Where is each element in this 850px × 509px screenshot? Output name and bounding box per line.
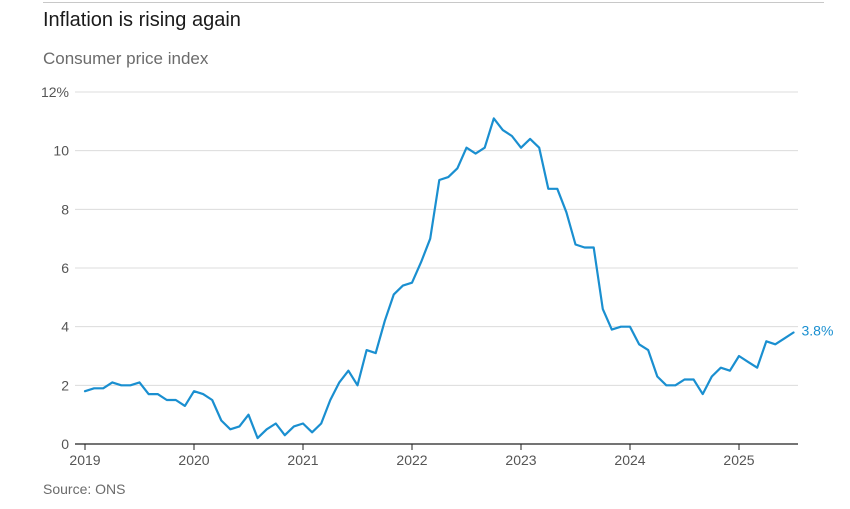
x-tick-label: 2025	[723, 452, 754, 468]
y-tick-label: 6	[61, 260, 69, 276]
x-tick-label: 2020	[178, 452, 209, 468]
top-rule	[43, 2, 824, 3]
y-tick-label: 8	[61, 201, 69, 217]
x-tick-label: 2024	[614, 452, 645, 468]
x-tick-label: 2023	[505, 452, 536, 468]
x-axis-ticks: 2019 2020 2021 2022 2023 2024 2025	[69, 444, 755, 468]
x-tick-label: 2022	[396, 452, 427, 468]
y-tick-label: 10	[53, 143, 69, 159]
chart-subtitle: Consumer price index	[43, 49, 209, 68]
source-note: Source: ONS	[43, 481, 126, 497]
y-tick-label: 12%	[41, 84, 69, 100]
x-tick-label: 2019	[69, 452, 100, 468]
y-tick-label: 0	[61, 436, 69, 452]
y-tick-label: 4	[61, 319, 69, 335]
end-value-label: 3.8%	[802, 323, 834, 339]
y-tick-label: 2	[61, 377, 69, 393]
chart-title: Inflation is rising again	[43, 9, 241, 31]
gridlines	[75, 91, 798, 386]
x-tick-label: 2021	[287, 452, 318, 468]
y-axis-ticks: 0 2 4 6 8 10 12%	[41, 84, 69, 452]
series-line-cpi	[83, 117, 795, 440]
